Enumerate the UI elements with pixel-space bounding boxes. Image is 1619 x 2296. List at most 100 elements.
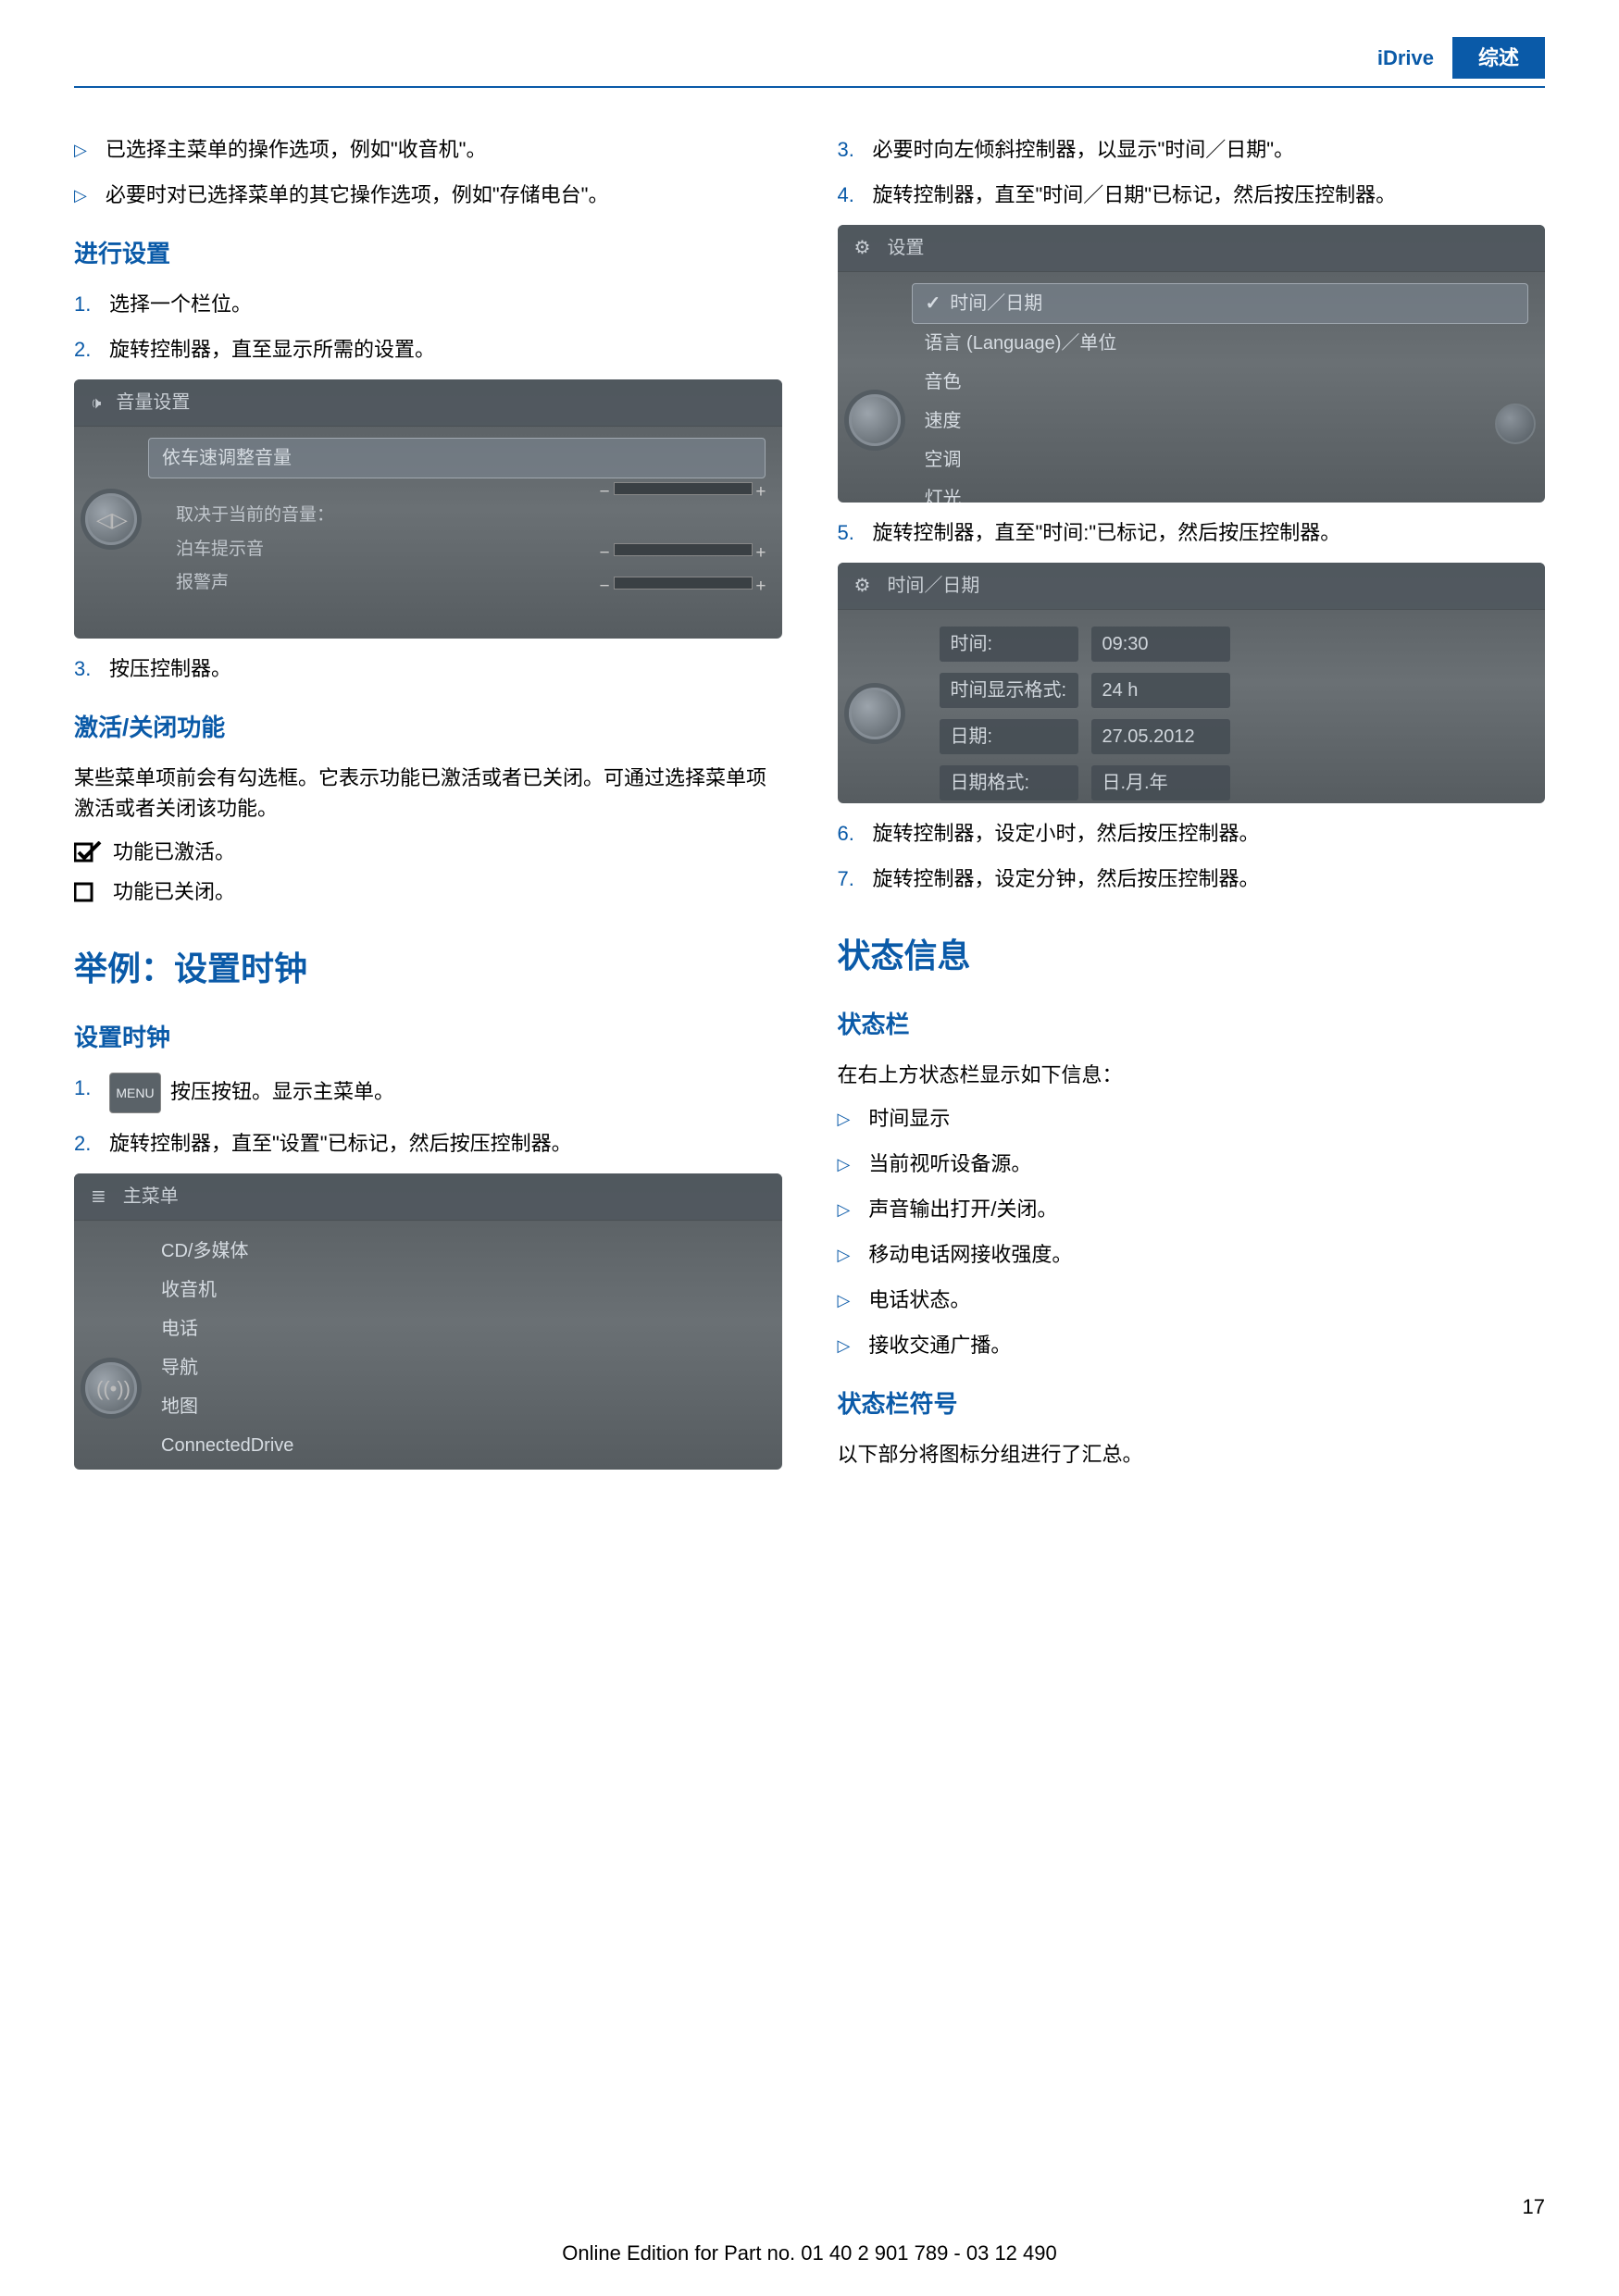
step-text: 旋转控制器，设定小时，然后按压控制器。	[873, 818, 1260, 849]
step-text: 必要时向左倾斜控制器，以显示"时间／日期"。	[873, 134, 1295, 165]
menu-button-icon: MENU	[109, 1073, 161, 1113]
kv-value: 24 h	[1091, 673, 1230, 708]
time-date-screenshot: 时间／日期 时间:09:30 时间显示格式:24 h 日期:27.05.2012…	[838, 563, 1546, 803]
slider-icon	[614, 482, 753, 495]
step-text: 旋转控制器，直至"时间:"已标记，然后按压控制器。	[873, 517, 1341, 548]
footer-text: Online Edition for Part no. 01 40 2 901 …	[0, 2238, 1619, 2268]
right-knob-icon	[1495, 403, 1536, 444]
right-column: 3.必要时向左倾斜控制器，以显示"时间／日期"。 4.旋转控制器，直至"时间／日…	[838, 134, 1546, 1484]
section-title: 激活/关闭功能	[74, 710, 782, 746]
step-text: 旋转控制器，直至"时间／日期"已标记，然后按压控制器。	[873, 180, 1397, 210]
step-number: 7.	[838, 863, 873, 894]
menu-item: 语言 (Language)／单位	[912, 324, 1529, 363]
menu-item: 收音机	[148, 1271, 766, 1309]
menu-item: 灯光	[912, 479, 1529, 503]
kv-value: 日.月.年	[1091, 765, 1230, 800]
body-text: 以下部分将图标分组进行了汇总。	[838, 1439, 1546, 1470]
heading: 状态信息	[838, 931, 1546, 981]
step-number: 3.	[74, 653, 109, 684]
menu-item: CD/多媒体	[148, 1232, 766, 1271]
check-label: 功能已关闭。	[113, 876, 235, 907]
section-title: 设置时钟	[74, 1020, 782, 1056]
step-number: 1.	[74, 1073, 109, 1103]
triangle-icon: ▷	[838, 1152, 851, 1177]
left-column: ▷ 已选择主菜单的操作选项，例如"收音机"。 ▷ 必要时对已选择菜单的其它操作选项，…	[74, 134, 782, 1484]
ss-title: 主菜单	[123, 1183, 179, 1210]
bullet-text: 必要时对已选择菜单的其它操作选项，例如"存储电台"。	[106, 180, 609, 210]
step-text: 按压控制器。	[109, 653, 231, 684]
step-number: 5.	[838, 517, 873, 548]
checked-box-icon	[74, 841, 102, 863]
triangle-icon: ▷	[838, 1198, 851, 1222]
header-rule	[74, 86, 1545, 88]
ss-sublabel: 取决于当前的音量：	[148, 499, 766, 533]
main-menu-screenshot: 主菜单 ((•)) CD/多媒体 收音机 电话 导航 地图 ConnectedD…	[74, 1173, 782, 1470]
triangle-icon: ▷	[838, 1288, 851, 1313]
kv-key: 时间:	[940, 627, 1078, 662]
menu-item: 电话	[148, 1309, 766, 1348]
ss-row-highlight: 依车速调整音量	[148, 438, 766, 478]
controller-knob-icon: ◁▷	[85, 493, 137, 545]
triangle-icon: ▷	[838, 1107, 851, 1132]
header-label: iDrive	[1377, 43, 1452, 73]
slider-icon	[614, 543, 753, 556]
triangle-icon: ▷	[74, 183, 87, 208]
step-number: 2.	[74, 334, 109, 365]
header-tab: 综述	[1452, 37, 1545, 79]
bullet-text: 已选择主菜单的操作选项，例如"收音机"。	[106, 134, 487, 165]
controller-knob-icon	[849, 394, 901, 446]
step-text: 旋转控制器，设定分钟，然后按压控制器。	[873, 863, 1260, 894]
gear-icon	[854, 572, 878, 600]
body-text: 某些菜单项前会有勾选框。它表示功能已激活或者已关闭。可通过选择菜单项激活或者关闭…	[74, 763, 782, 824]
menu-item: 车辆信息	[148, 1465, 766, 1470]
kv-value: 27.05.2012	[1091, 719, 1230, 754]
list-icon	[91, 1183, 114, 1210]
triangle-icon: ▷	[838, 1243, 851, 1268]
sound-icon	[91, 389, 106, 416]
unchecked-box-icon	[74, 881, 102, 903]
ss-title: 音量设置	[116, 389, 190, 416]
menu-item: 导航	[148, 1348, 766, 1387]
step-text: 按压按钮。显示主菜单。	[170, 1080, 394, 1103]
check-label: 功能已激活。	[113, 837, 235, 867]
step-text: 选择一个栏位。	[109, 289, 252, 319]
step-text: 旋转控制器，直至"设置"已标记，然后按压控制器。	[109, 1128, 572, 1159]
step-number: 1.	[74, 289, 109, 319]
gear-icon	[854, 234, 878, 262]
ss-row: 泊车提示音	[176, 537, 264, 564]
section-title: 状态栏符号	[838, 1386, 1546, 1422]
section-title: 进行设置	[74, 236, 782, 272]
settings-menu-screenshot: 设置 时间／日期 语言 (Language)／单位 音色 速度 空调 灯光 车门…	[838, 225, 1546, 503]
page-header: iDrive综述	[74, 37, 1545, 79]
slider-icon	[614, 577, 753, 590]
bullet-text: 当前视听设备源。	[868, 1148, 1031, 1179]
menu-item: 音色	[912, 363, 1529, 402]
section-title: 状态栏	[838, 1007, 1546, 1043]
bullet-text: 时间显示	[868, 1103, 950, 1134]
triangle-icon: ▷	[838, 1334, 851, 1359]
triangle-icon: ▷	[74, 138, 87, 163]
bullet-text: 移动电话网接收强度。	[868, 1239, 1072, 1270]
menu-item: ConnectedDrive	[148, 1426, 766, 1465]
ss-title: 设置	[887, 234, 924, 262]
page-number: 17	[1523, 2191, 1545, 2222]
controller-knob-icon: ((•))	[85, 1362, 137, 1414]
kv-key: 时间显示格式:	[940, 673, 1078, 708]
step-text: 旋转控制器，直至显示所需的设置。	[109, 334, 435, 365]
menu-item-checked: 时间／日期	[912, 283, 1529, 324]
bullet-text: 接收交通广播。	[868, 1330, 1011, 1360]
bullet-text: 电话状态。	[868, 1285, 970, 1315]
step-number: 6.	[838, 818, 873, 849]
controller-knob-icon	[849, 688, 901, 739]
kv-value: 09:30	[1091, 627, 1230, 662]
volume-settings-screenshot: 音量设置 ◁▷ 依车速调整音量 取决于当前的音量： 泊车提示音 报警声	[74, 379, 782, 639]
step-number: 2.	[74, 1128, 109, 1159]
ss-title: 时间／日期	[887, 572, 979, 600]
bullet-text: 声音输出打开/关闭。	[868, 1194, 1057, 1224]
step-number: 3.	[838, 134, 873, 165]
menu-item: 地图	[148, 1387, 766, 1426]
heading: 举例：设置时钟	[74, 944, 782, 994]
menu-item: 速度	[912, 402, 1529, 441]
body-text: 在右上方状态栏显示如下信息：	[838, 1060, 1546, 1090]
kv-key: 日期格式:	[940, 765, 1078, 800]
